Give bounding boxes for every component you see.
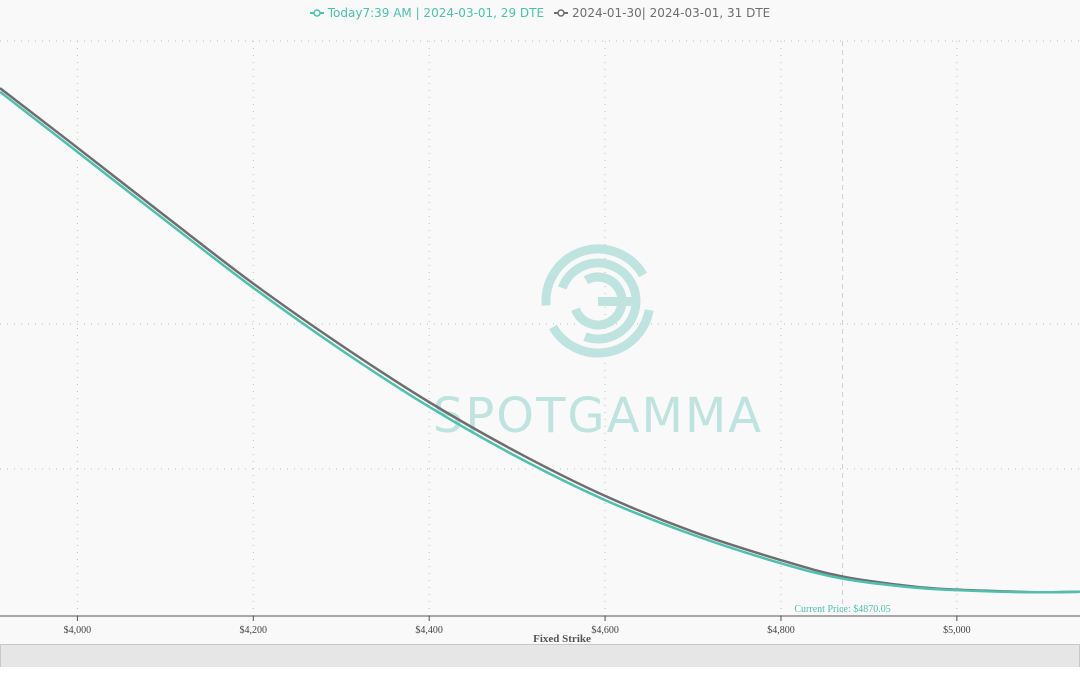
logo-arc: [541, 244, 647, 306]
legend-label-today: Today7:39 AM | 2024-03-01, 29 DTE: [327, 6, 545, 20]
x-tick-label: $4,600: [591, 625, 619, 636]
logo-arc: [549, 309, 654, 358]
x-tick-label: $4,800: [767, 625, 795, 636]
legend-item-previous[interactable]: 2024-01-30| 2024-03-01, 31 DTE: [554, 6, 770, 20]
plot-svg[interactable]: $4,000 $4,200 $4,400 $4,600 $4,800 $5,000 SPOT…: [0, 0, 1080, 644]
logo-arc: [571, 272, 627, 330]
legend-line-marker-icon: [554, 9, 569, 17]
bottom-strip: [0, 667, 1080, 675]
x-tick-label: $4,200: [240, 625, 268, 636]
x-tick-label: $5,000: [943, 625, 971, 636]
horizontal-scrollbar[interactable]: [0, 644, 1080, 668]
logo-arc: [558, 258, 641, 344]
series-line-previous[interactable]: [0, 87, 1080, 594]
x-tick-label: $4,400: [415, 625, 443, 636]
series-line-today[interactable]: [0, 90, 1080, 594]
current-price-label: Current Price: $4870.05: [794, 604, 890, 615]
legend-label-previous: 2024-01-30| 2024-03-01, 31 DTE: [572, 6, 771, 20]
watermark-text: SPOTGAMMA: [433, 388, 763, 444]
x-axis-title: Fixed Strike: [533, 633, 591, 644]
legend-line-marker-icon: [309, 9, 324, 17]
legend: Today7:39 AM | 2024-03-01, 29 DTE 2024-0…: [0, 0, 1080, 26]
x-tick-label: $4,000: [64, 625, 92, 636]
legend-item-today[interactable]: Today7:39 AM | 2024-03-01, 29 DTE: [309, 6, 545, 20]
logo-bar: [598, 297, 638, 306]
spotgamma-logo-icon: [541, 244, 654, 358]
